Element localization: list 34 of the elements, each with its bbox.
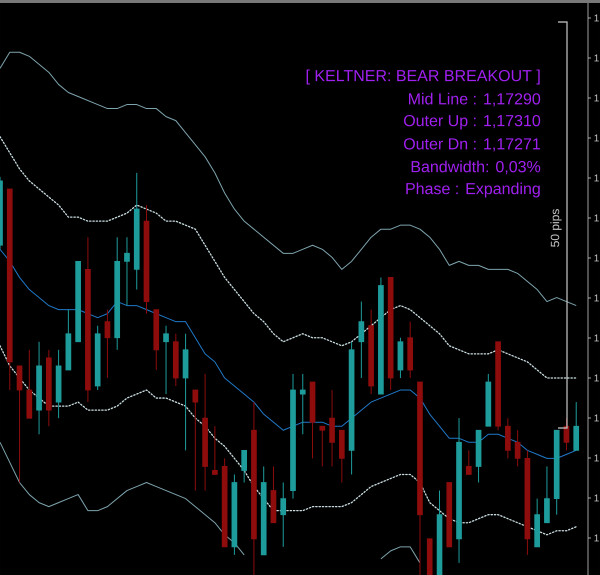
candlestick (280, 482, 286, 548)
candlestick (466, 450, 472, 475)
text: 1 (594, 414, 599, 422)
text: 1 (594, 214, 599, 222)
text: 1 (594, 534, 599, 542)
annotation: Phase : Expanding (406, 182, 540, 198)
text: 1 (594, 54, 599, 62)
text: Mid Line : 1,17290 (408, 92, 540, 106)
candlestick (319, 426, 326, 467)
candlestick (241, 450, 248, 483)
candlestick (212, 426, 218, 475)
text: 1 (594, 174, 599, 182)
text: 1 (594, 374, 599, 382)
candlestick (300, 373, 306, 435)
chart-title: [ KELTNER: BEAR BREAKOUT ] (306, 69, 540, 84)
text: 1 (594, 134, 599, 142)
candlestick (358, 300, 364, 378)
text: 1 (594, 294, 599, 302)
text: 1 (594, 494, 599, 502)
text: 1 (594, 334, 599, 342)
candlestick (192, 389, 198, 491)
candlestick (104, 308, 110, 378)
candlestick (564, 417, 570, 451)
text: 1 (594, 14, 599, 22)
text: 1 (594, 254, 599, 262)
text: Outer Up : 1,17310 (404, 114, 540, 130)
text: 1 (594, 94, 599, 102)
candlestick (124, 236, 130, 306)
annotation: 50 pips (550, 208, 562, 247)
candlestick (514, 430, 520, 467)
candlestick (163, 325, 169, 394)
text: 1 (594, 454, 599, 462)
text: Outer Dn : 1,17271 (404, 138, 540, 152)
annotation: Bandwidth: 0,03% (412, 160, 540, 174)
